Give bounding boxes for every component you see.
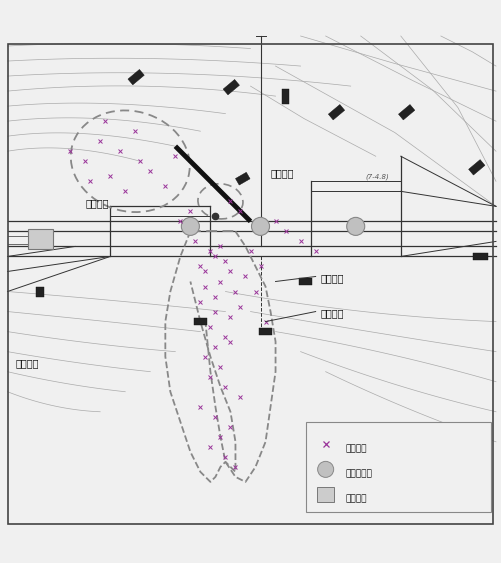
Text: 微震检波器: 微震检波器 [346, 469, 373, 478]
Bar [223, 79, 239, 95]
Bar [317, 487, 334, 502]
Bar [306, 422, 491, 512]
Text: 注浆初期: 注浆初期 [321, 309, 344, 319]
Bar [468, 160, 485, 175]
Text: (7-4.8): (7-4.8) [366, 174, 389, 180]
Bar [282, 88, 289, 104]
Text: 微震事件: 微震事件 [346, 444, 367, 453]
Bar [299, 278, 312, 285]
Bar [235, 172, 250, 185]
Bar [473, 253, 488, 260]
Circle shape [347, 217, 365, 235]
Text: 强径流带: 强径流带 [15, 359, 39, 369]
Text: 注液钻孔: 注液钻孔 [85, 198, 109, 208]
Text: 采集分站: 采集分站 [346, 494, 367, 503]
Bar [398, 105, 415, 120]
Text: 注浆后期: 注浆后期 [271, 168, 294, 178]
Bar [328, 105, 345, 120]
Bar [28, 229, 53, 249]
Text: 注浆中期: 注浆中期 [321, 274, 344, 284]
Circle shape [252, 217, 270, 235]
Circle shape [181, 217, 199, 235]
Bar [37, 287, 44, 297]
Bar [260, 328, 272, 336]
Circle shape [318, 461, 334, 477]
Bar [128, 69, 144, 85]
Bar [194, 318, 206, 325]
